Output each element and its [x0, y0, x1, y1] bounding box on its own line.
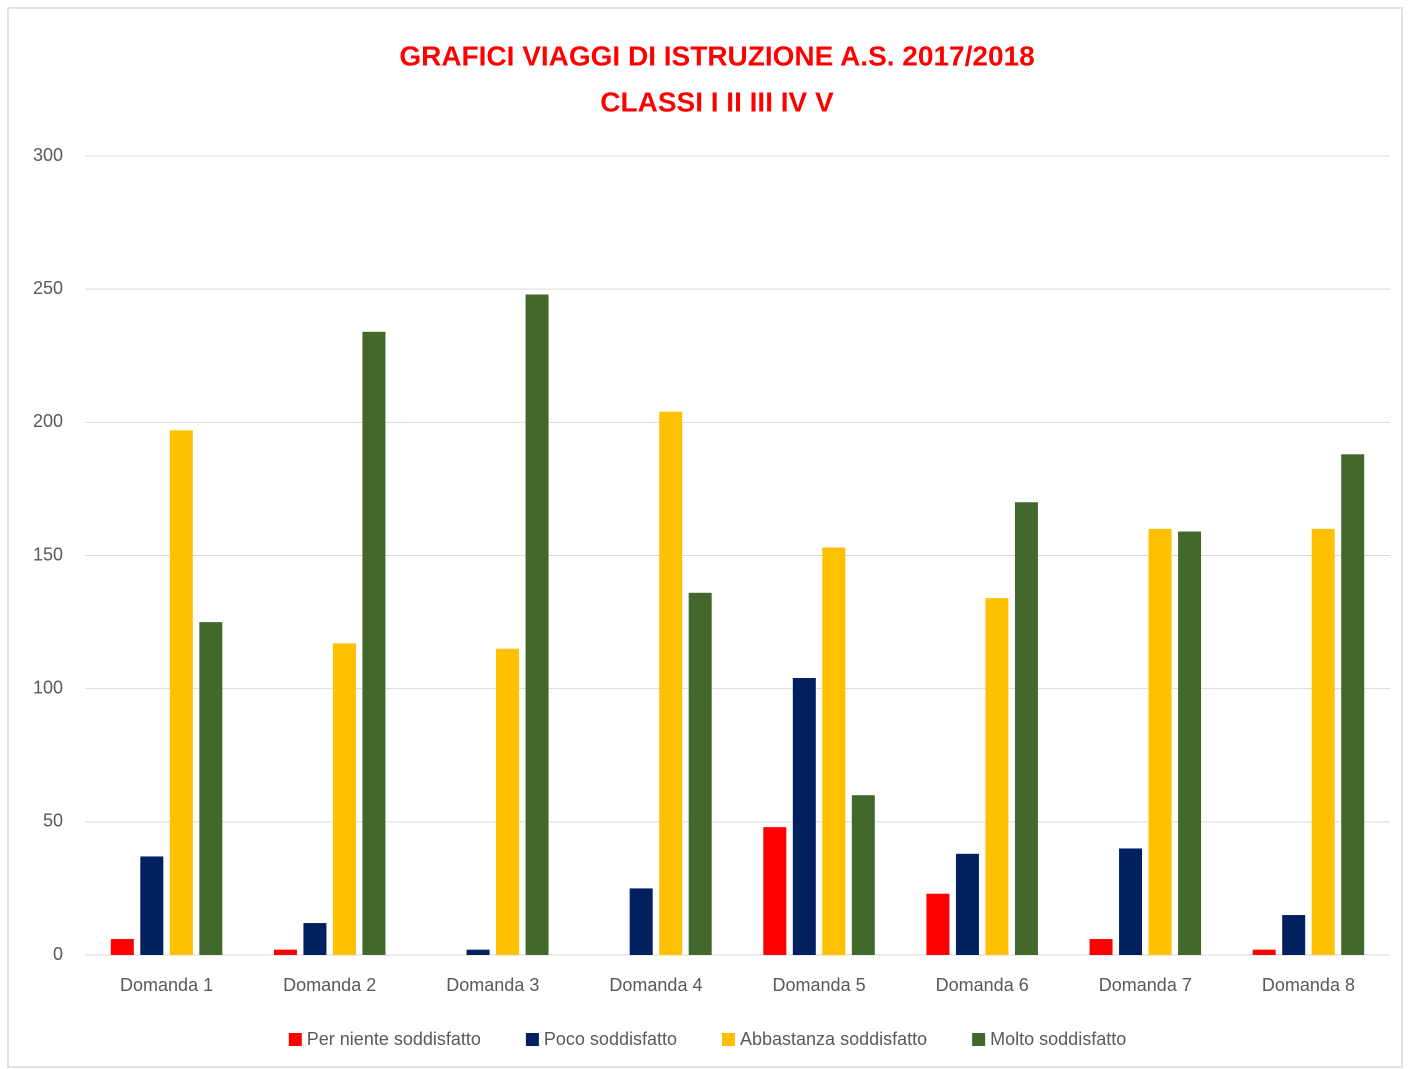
legend-swatch	[722, 1033, 735, 1046]
x-tick-label: Domanda 1	[120, 975, 213, 995]
bar	[1014, 502, 1038, 955]
bar	[792, 678, 816, 955]
x-tick-label: Domanda 7	[1099, 975, 1192, 995]
bar	[955, 853, 979, 955]
bar	[1282, 915, 1306, 955]
x-tick-label: Domanda 5	[773, 975, 866, 995]
y-tick-label: 200	[33, 411, 63, 431]
bar	[659, 411, 683, 955]
bar	[688, 592, 712, 955]
bar	[985, 598, 1009, 955]
bar	[1252, 949, 1276, 955]
bar	[169, 430, 193, 955]
chart-title: GRAFICI VIAGGI DI ISTRUZIONE A.S. 2017/2…	[399, 40, 1034, 71]
y-tick-label: 100	[33, 677, 63, 697]
chart-title: CLASSI I II III IV V	[600, 86, 834, 117]
legend-label: Molto soddisfatto	[990, 1029, 1126, 1049]
bar	[525, 294, 549, 955]
y-tick-label: 0	[53, 944, 63, 964]
bar	[1178, 531, 1202, 955]
bar	[1341, 454, 1365, 955]
legend-swatch	[972, 1033, 986, 1046]
legend-label: Per niente soddisfatto	[307, 1029, 481, 1049]
bar	[1119, 848, 1143, 955]
bar	[273, 949, 297, 955]
bar	[332, 643, 356, 955]
x-tick-label: Domanda 4	[609, 975, 702, 995]
x-tick-label: Domanda 6	[936, 975, 1029, 995]
legend-label: Poco soddisfatto	[544, 1029, 677, 1049]
legend-swatch	[525, 1033, 539, 1046]
bar	[1148, 528, 1172, 955]
bar	[1311, 528, 1335, 955]
bar	[362, 331, 386, 955]
y-tick-label: 300	[33, 145, 63, 165]
y-tick-label: 50	[43, 811, 63, 831]
y-tick-label: 150	[33, 544, 63, 564]
bar	[1089, 939, 1113, 955]
bar	[110, 939, 134, 955]
bar	[303, 923, 327, 955]
x-tick-label: Domanda 3	[446, 975, 539, 995]
bar	[140, 856, 164, 955]
legend-label: Abbastanza soddisfatto	[740, 1029, 927, 1049]
bar	[199, 622, 223, 955]
bar	[496, 648, 520, 955]
x-tick-label: Domanda 8	[1262, 975, 1355, 995]
bar	[822, 547, 846, 955]
bar	[466, 949, 490, 955]
legend-swatch	[288, 1033, 302, 1046]
bar	[763, 827, 787, 955]
bar	[629, 888, 653, 955]
bar	[851, 795, 875, 955]
y-tick-label: 250	[33, 278, 63, 298]
bar	[926, 893, 950, 955]
x-tick-label: Domanda 2	[283, 975, 376, 995]
